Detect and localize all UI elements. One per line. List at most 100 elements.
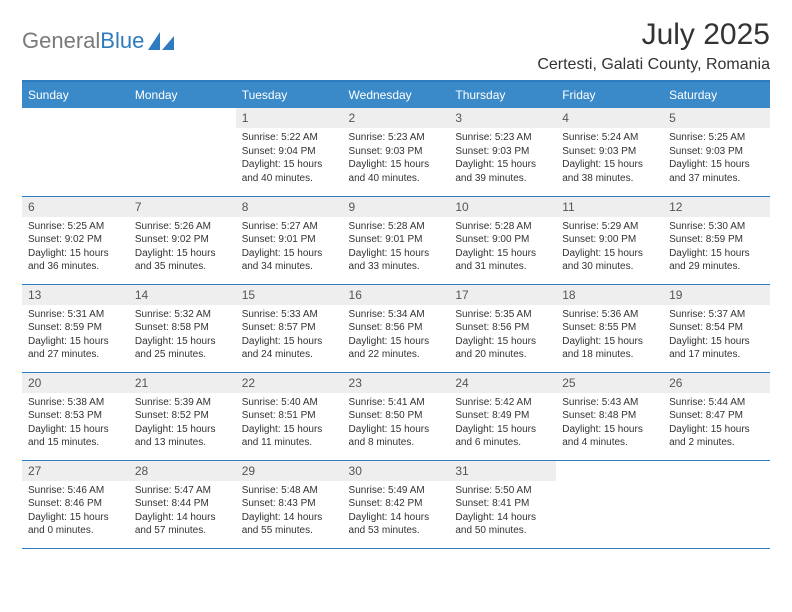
sunrise-label: Sunrise: [669,132,708,143]
calendar-day-cell: 7Sunrise: 5:26 AMSunset: 9:02 PMDaylight… [129,196,236,284]
sunset-label: Sunset: [242,410,279,421]
sunrise-value: 5:29 AM [602,221,639,232]
day-details: Sunrise: 5:36 AMSunset: 8:55 PMDaylight:… [556,305,663,366]
sunset-label: Sunset: [28,234,65,245]
daylight-label: Daylight: [562,424,604,435]
day-number: 31 [449,461,556,481]
sunset-value: 8:59 PM [706,234,743,245]
sunset-label: Sunset: [28,322,65,333]
sunrise-value: 5:27 AM [281,221,318,232]
sunrise-label: Sunrise: [349,485,388,496]
daylight-label: Daylight: [455,424,497,435]
calendar-empty-cell: 0 [663,460,770,548]
sunrise-label: Sunrise: [455,132,494,143]
sunrise-label: Sunrise: [242,309,281,320]
sunrise-value: 5:44 AM [709,397,746,408]
sunset-value: 8:47 PM [706,410,743,421]
sunset-label: Sunset: [562,234,599,245]
calendar-day-cell: 8Sunrise: 5:27 AMSunset: 9:01 PMDaylight… [236,196,343,284]
weekday-header: Friday [556,82,663,108]
sunrise-value: 5:33 AM [281,309,318,320]
day-details: Sunrise: 5:40 AMSunset: 8:51 PMDaylight:… [236,393,343,454]
day-number: 26 [663,373,770,393]
sunrise-label: Sunrise: [349,309,388,320]
weekday-header: Sunday [22,82,129,108]
daylight-label: Daylight: [135,248,177,259]
day-details: Sunrise: 5:28 AMSunset: 9:01 PMDaylight:… [343,217,450,278]
sunrise-label: Sunrise: [135,309,174,320]
daylight-label: Daylight: [135,336,177,347]
sunset-value: 8:59 PM [65,322,102,333]
day-details: Sunrise: 5:37 AMSunset: 8:54 PMDaylight:… [663,305,770,366]
day-number: 21 [129,373,236,393]
daylight-label: Daylight: [562,336,604,347]
calendar-day-cell: 19Sunrise: 5:37 AMSunset: 8:54 PMDayligh… [663,284,770,372]
sunrise-value: 5:31 AM [67,309,104,320]
sunrise-label: Sunrise: [242,485,281,496]
sunrise-value: 5:24 AM [602,132,639,143]
daylight-label: Daylight: [455,336,497,347]
day-number: 28 [129,461,236,481]
sunrise-label: Sunrise: [349,397,388,408]
sunrise-value: 5:23 AM [388,132,425,143]
sunrise-value: 5:41 AM [388,397,425,408]
calendar-day-cell: 22Sunrise: 5:40 AMSunset: 8:51 PMDayligh… [236,372,343,460]
day-number: 10 [449,197,556,217]
sunset-value: 8:48 PM [599,410,636,421]
day-number: 17 [449,285,556,305]
day-details: Sunrise: 5:23 AMSunset: 9:03 PMDaylight:… [343,128,450,189]
sunset-value: 8:53 PM [65,410,102,421]
weekday-header: Tuesday [236,82,343,108]
daylight-label: Daylight: [562,248,604,259]
daylight-label: Daylight: [455,159,497,170]
calendar-week-row: 20Sunrise: 5:38 AMSunset: 8:53 PMDayligh… [22,372,770,460]
calendar-day-cell: 13Sunrise: 5:31 AMSunset: 8:59 PMDayligh… [22,284,129,372]
sunrise-label: Sunrise: [28,397,67,408]
sunset-label: Sunset: [455,146,492,157]
sunrise-value: 5:42 AM [495,397,532,408]
page-title: July 2025 [537,18,770,52]
weekday-header: Wednesday [343,82,450,108]
calendar-week-row: 6Sunrise: 5:25 AMSunset: 9:02 PMDaylight… [22,196,770,284]
sunrise-label: Sunrise: [28,221,67,232]
day-details: Sunrise: 5:24 AMSunset: 9:03 PMDaylight:… [556,128,663,189]
sunset-label: Sunset: [135,498,172,509]
daylight-label: Daylight: [135,424,177,435]
sunset-value: 9:03 PM [385,146,422,157]
logo-sail-icon [148,32,174,50]
sunrise-label: Sunrise: [455,221,494,232]
day-details: Sunrise: 5:34 AMSunset: 8:56 PMDaylight:… [343,305,450,366]
calendar-day-cell: 24Sunrise: 5:42 AMSunset: 8:49 PMDayligh… [449,372,556,460]
day-details: Sunrise: 5:48 AMSunset: 8:43 PMDaylight:… [236,481,343,542]
calendar-day-cell: 17Sunrise: 5:35 AMSunset: 8:56 PMDayligh… [449,284,556,372]
day-number: 6 [22,197,129,217]
sunset-value: 8:58 PM [172,322,209,333]
sunrise-value: 5:25 AM [67,221,104,232]
calendar-day-cell: 18Sunrise: 5:36 AMSunset: 8:55 PMDayligh… [556,284,663,372]
sunset-label: Sunset: [28,498,65,509]
sunset-value: 8:51 PM [278,410,315,421]
daylight-label: Daylight: [242,248,284,259]
sunrise-value: 5:25 AM [709,132,746,143]
sunset-label: Sunset: [455,498,492,509]
sunrise-value: 5:49 AM [388,485,425,496]
calendar-day-cell: 20Sunrise: 5:38 AMSunset: 8:53 PMDayligh… [22,372,129,460]
daylight-label: Daylight: [28,512,70,523]
day-number: 13 [22,285,129,305]
sunset-label: Sunset: [349,322,386,333]
sunrise-label: Sunrise: [669,309,708,320]
sunset-label: Sunset: [669,322,706,333]
daylight-label: Daylight: [135,512,177,523]
day-details: Sunrise: 5:50 AMSunset: 8:41 PMDaylight:… [449,481,556,542]
calendar-day-cell: 10Sunrise: 5:28 AMSunset: 9:00 PMDayligh… [449,196,556,284]
weekday-header: Thursday [449,82,556,108]
sunrise-label: Sunrise: [562,309,601,320]
sunrise-label: Sunrise: [135,485,174,496]
day-number: 27 [22,461,129,481]
weekday-header: Saturday [663,82,770,108]
sunrise-label: Sunrise: [349,132,388,143]
calendar-day-cell: 23Sunrise: 5:41 AMSunset: 8:50 PMDayligh… [343,372,450,460]
sunset-label: Sunset: [562,146,599,157]
sunset-value: 9:03 PM [599,146,636,157]
day-number: 16 [343,285,450,305]
